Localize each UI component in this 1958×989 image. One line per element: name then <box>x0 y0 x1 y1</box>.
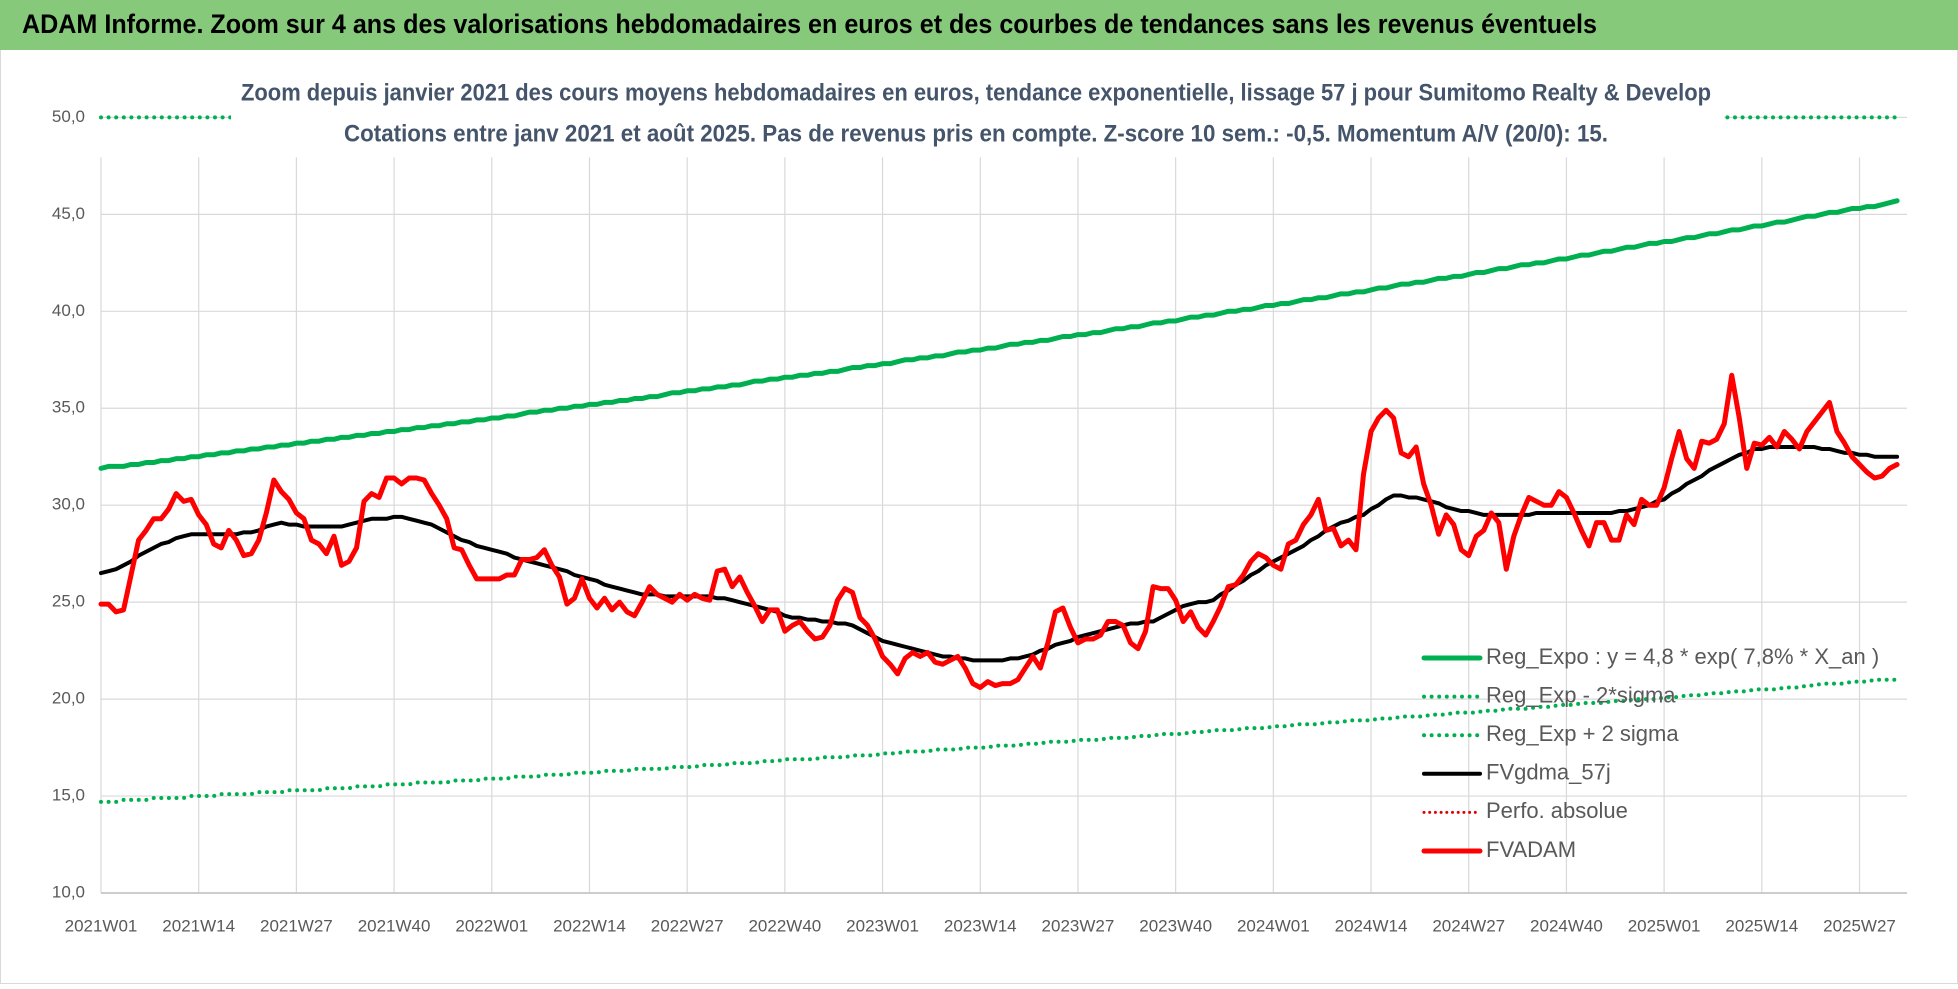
x-tick-label: 2022W01 <box>455 916 528 935</box>
x-tick-label: 2023W14 <box>944 916 1017 935</box>
x-tick-label: 2024W01 <box>1237 916 1310 935</box>
series-line <box>98 198 1900 471</box>
x-tick-label: 2022W14 <box>553 916 626 935</box>
x-tick-label: 2021W01 <box>65 916 138 935</box>
legend-label: FVADAM <box>1486 837 1576 862</box>
x-tick-label: 2021W14 <box>162 916 235 935</box>
header-bar <box>0 0 1958 50</box>
y-tick-label: 25,0 <box>52 592 85 611</box>
y-tick-label: 15,0 <box>52 786 85 805</box>
x-tick-label: 2021W27 <box>260 916 333 935</box>
series-line <box>98 372 1900 690</box>
y-tick-label: 30,0 <box>52 495 85 514</box>
legend-label: Perfo. absolue <box>1486 798 1628 823</box>
legend-label: FVgdma_57j <box>1486 760 1611 785</box>
y-tick-label: 35,0 <box>52 398 85 417</box>
y-tick-label: 50,0 <box>52 107 85 126</box>
chart-title: Zoom depuis janvier 2021 des cours moyen… <box>241 79 1711 106</box>
x-tick-label: 2023W40 <box>1139 916 1212 935</box>
x-tick-label: 2024W14 <box>1335 916 1408 935</box>
x-tick-label: 2023W27 <box>1042 916 1115 935</box>
chart-subtitle: Cotations entre janv 2021 et août 2025. … <box>344 120 1608 147</box>
x-tick-label: 2024W27 <box>1432 916 1505 935</box>
legend-label: Reg_Exp + 2 sigma <box>1486 721 1679 746</box>
x-tick-label: 2025W27 <box>1823 916 1896 935</box>
title-background <box>231 74 1724 156</box>
y-tick-label: 45,0 <box>52 204 85 223</box>
plot-area: 10,0 15,0 20,0 25,0 30,0 35,0 40,0 45,0 50,0 2021… <box>52 107 1907 935</box>
x-tick-label: 2022W27 <box>651 916 724 935</box>
x-tick-label: 2022W40 <box>748 916 821 935</box>
x-tick-label: 2023W01 <box>846 916 919 935</box>
legend-label: Reg_Exp - 2*sigma <box>1486 682 1676 707</box>
x-tick-label: 2025W14 <box>1725 916 1798 935</box>
y-tick-label: 10,0 <box>52 882 85 901</box>
x-tick-label: 2025W01 <box>1628 916 1701 935</box>
x-tick-label: 2024W40 <box>1530 916 1603 935</box>
legend: Reg_Expo : y = 4,8 * exp( 7,8% * X_an ) R… <box>1421 644 1879 862</box>
y-tick-label: 40,0 <box>52 301 85 320</box>
header-title: ADAM Informe. Zoom sur 4 ans des valoris… <box>22 9 1597 39</box>
y-tick-label: 20,0 <box>52 689 85 708</box>
series-line <box>99 677 1900 804</box>
series-line <box>99 445 1900 663</box>
x-tick-label: 2021W40 <box>358 916 431 935</box>
legend-label: Reg_Expo : y = 4,8 * exp( 7,8% * X_an ) <box>1486 644 1879 669</box>
